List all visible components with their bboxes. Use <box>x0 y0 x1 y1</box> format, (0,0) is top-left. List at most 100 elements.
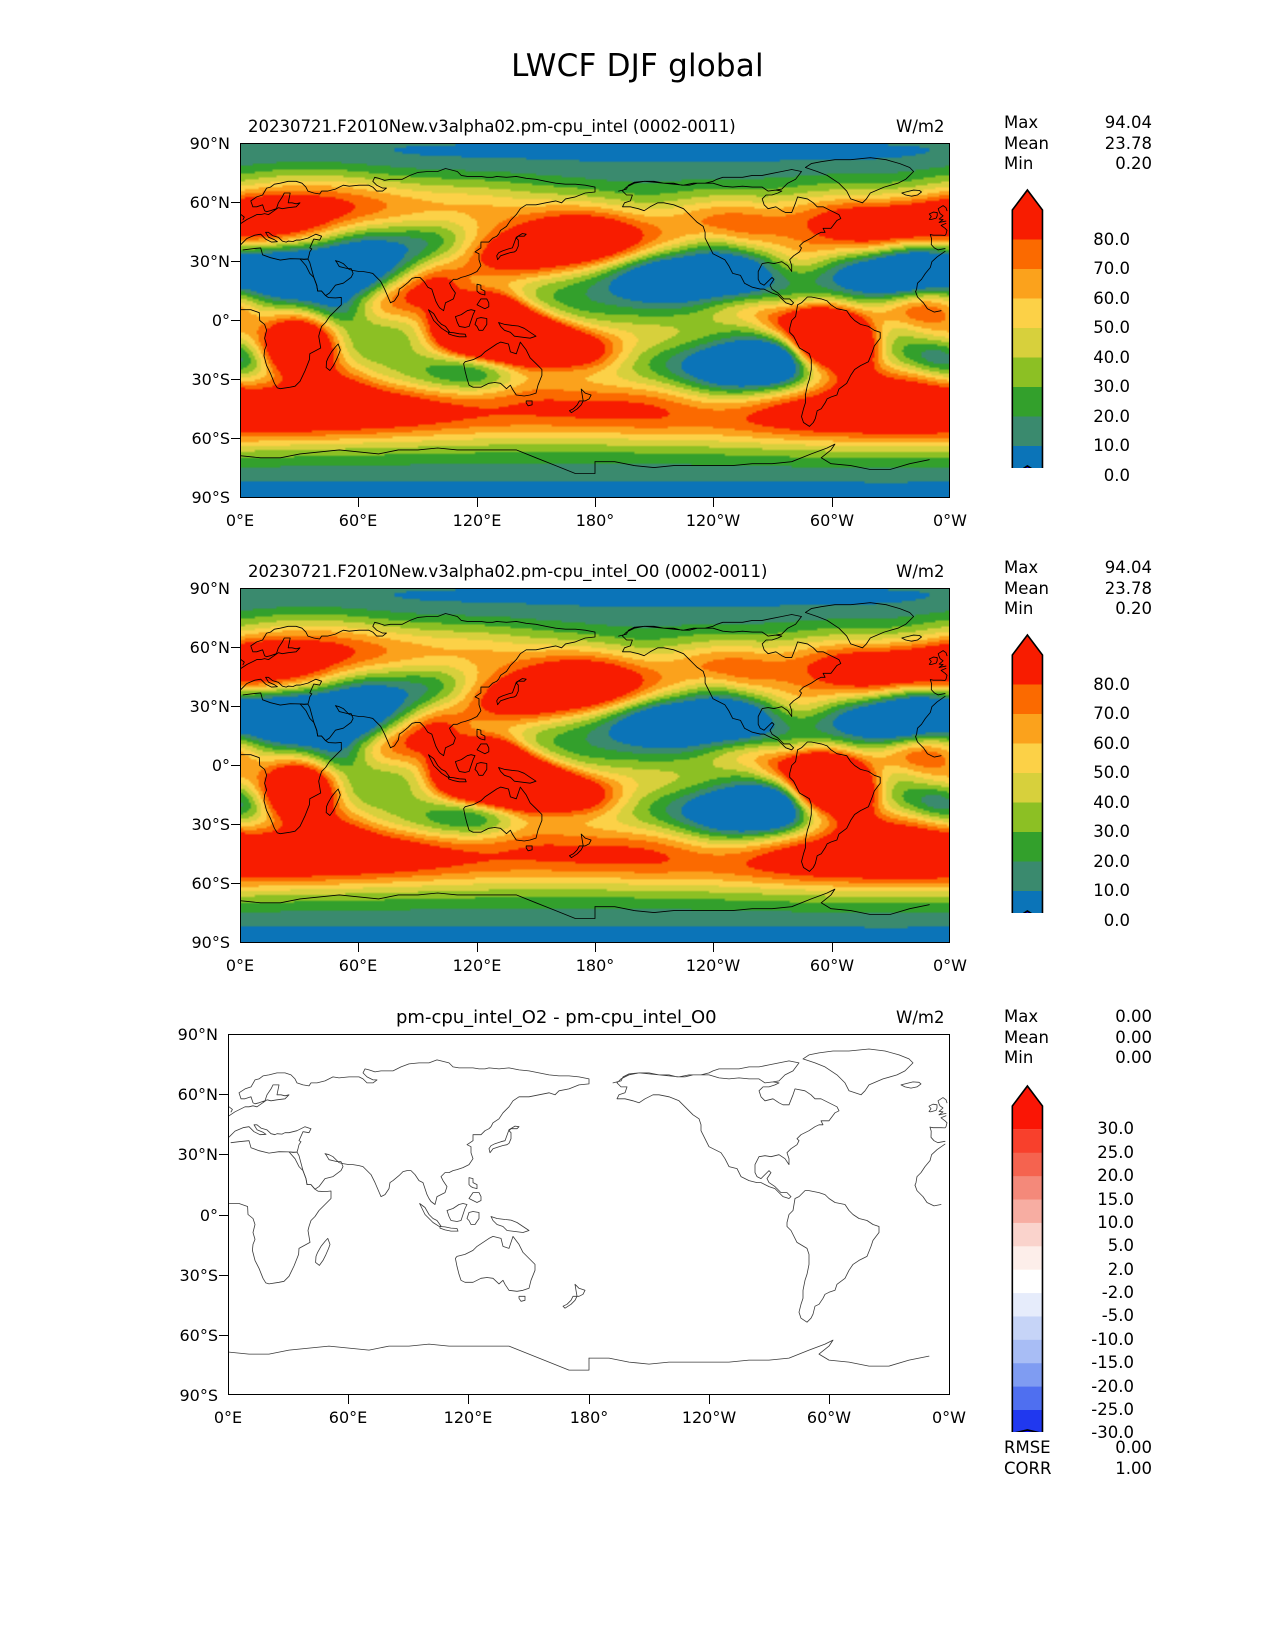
stat-label-mean: Mean <box>1004 1027 1049 1047</box>
ytick-90s: 90°S <box>191 488 230 507</box>
ytick-30s: 30°S <box>191 815 230 834</box>
colorbar-tick-label: 2.0 <box>1107 1259 1134 1279</box>
colorbar-diff-ticks: 30.0 25.0 20.0 15.0 10.0 5.0 2.0 -2.0 -5.0 -10.0 -… <box>1058 1084 1134 1442</box>
ytick-60n: 60°N <box>177 1085 218 1104</box>
xtick-120e: 120°E <box>452 511 502 530</box>
colorbar-tick-label: 50.0 <box>1093 763 1130 782</box>
panel-diff-footer-stats: RMSE 0.00 CORR 1.00 <box>1004 1438 1152 1479</box>
colorbar-tick-label: 30.0 <box>1093 822 1130 841</box>
xtick-60e: 60°E <box>328 1408 368 1427</box>
ytick-90n: 90°N <box>189 579 230 598</box>
xtick-120w: 120°W <box>685 511 741 530</box>
xtick-180: 180° <box>575 956 615 975</box>
stat-value-min: 0.00 <box>1115 1048 1152 1067</box>
colorbar-test-ticks: 80.0 70.0 60.0 50.0 40.0 30.0 20.0 10.0 0.0 <box>1060 188 1130 485</box>
colorbar-tick-label: 60.0 <box>1093 733 1130 753</box>
xtick-60w: 60°W <box>809 956 855 975</box>
ytick-30n: 30°N <box>177 1145 218 1164</box>
ytick-90s: 90°S <box>179 1386 218 1405</box>
colorbar-tick-label: 80.0 <box>1093 674 1130 694</box>
stat-label-max: Max <box>1004 558 1039 577</box>
map-plot-diff[interactable] <box>228 1034 950 1395</box>
xtick-60e: 60°E <box>338 511 378 530</box>
ytick-60n: 60°N <box>189 193 230 212</box>
stat-label-max: Max <box>1004 1007 1039 1026</box>
stat-value-corr: 1.00 <box>1115 1458 1152 1478</box>
colorbar-tick-label: 20.0 <box>1097 1166 1134 1186</box>
colorbar-diff[interactable] <box>1004 1084 1056 1432</box>
stat-label-rmse: RMSE <box>1004 1438 1051 1457</box>
xtick-60w: 60°W <box>806 1408 852 1427</box>
stat-value-min: 0.20 <box>1115 599 1152 618</box>
xtick-120e: 120°E <box>443 1408 493 1427</box>
ytick-60s: 60°S <box>191 429 230 448</box>
ytick-60s: 60°S <box>191 874 230 893</box>
stat-value-max: 0.00 <box>1115 1007 1152 1026</box>
xtick-0w: 0°W <box>933 511 967 530</box>
ytick-30s: 30°S <box>191 370 230 389</box>
panel-test-units: W/m2 <box>896 117 945 136</box>
stat-label-mean: Mean <box>1004 133 1049 153</box>
stat-value-rmse: 0.00 <box>1115 1438 1152 1457</box>
colorbar-tick-label: 50.0 <box>1093 318 1130 337</box>
colorbar-tick-label: -15.0 <box>1091 1353 1134 1373</box>
colorbar-tick-label: 70.0 <box>1093 704 1130 723</box>
colorbar-tick-label: -25.0 <box>1091 1400 1134 1419</box>
colorbar-tick-label: 80.0 <box>1093 229 1130 249</box>
xtick-180: 180° <box>569 1408 609 1427</box>
xtick-0e: 0°E <box>225 956 255 975</box>
stat-value-mean: 23.78 <box>1104 133 1152 153</box>
stat-label-min: Min <box>1004 1048 1034 1067</box>
colorbar-tick-label: -2.0 <box>1101 1283 1134 1303</box>
colorbar-tick-label: 15.0 <box>1097 1189 1134 1209</box>
colorbar-tick-label: 40.0 <box>1093 347 1130 367</box>
xtick-0e: 0°E <box>213 1408 243 1427</box>
colorbar-tick-label: 10.0 <box>1093 881 1130 900</box>
panel-ref-units: W/m2 <box>896 562 945 581</box>
ytick-0: 0° <box>211 311 230 330</box>
colorbar-tick-label: 10.0 <box>1097 1212 1134 1232</box>
ytick-30n: 30°N <box>189 252 230 271</box>
panel-diff-stats: Max 0.00 Mean 0.00 Min 0.00 <box>1004 1007 1152 1069</box>
panel-diff-units: W/m2 <box>896 1008 945 1027</box>
colorbar-tick-label: -10.0 <box>1091 1329 1134 1349</box>
xtick-0e: 0°E <box>225 511 255 530</box>
xtick-120e: 120°E <box>452 956 502 975</box>
stat-value-min: 0.20 <box>1115 154 1152 173</box>
map-plot-ref[interactable] <box>240 588 950 943</box>
colorbar-ref[interactable] <box>1004 633 1056 913</box>
colorbar-tick-label: 5.0 <box>1107 1236 1134 1256</box>
colorbar-tick-label: 60.0 <box>1093 288 1130 308</box>
xtick-0w: 0°W <box>933 956 967 975</box>
panel-test-title: 20230721.F2010New.v3alpha02.pm-cpu_intel… <box>248 117 736 136</box>
xtick-60w: 60°W <box>809 511 855 530</box>
xtick-120w: 120°W <box>685 956 741 975</box>
xtick-180: 180° <box>575 511 615 530</box>
colorbar-ref-ticks: 80.0 70.0 60.0 50.0 40.0 30.0 20.0 10.0 0.0 <box>1060 633 1130 930</box>
colorbar-tick-label: 30.0 <box>1093 377 1130 396</box>
stat-label-mean: Mean <box>1004 578 1049 598</box>
colorbar-tick-label: 25.0 <box>1097 1142 1134 1162</box>
map-plot-test[interactable] <box>240 143 950 498</box>
panel-test-stats: Max 94.04 Mean 23.78 Min 0.20 <box>1004 113 1152 175</box>
panel-diff-title: pm-cpu_intel_O2 - pm-cpu_intel_O0 <box>396 1007 717 1028</box>
colorbar-tick-label: 30.0 <box>1097 1119 1134 1139</box>
ytick-30s: 30°S <box>179 1266 218 1285</box>
panel-ref-stats: Max 94.04 Mean 23.78 Min 0.20 <box>1004 558 1152 620</box>
colorbar-test[interactable] <box>1004 188 1056 468</box>
stat-value-mean: 23.78 <box>1104 578 1152 598</box>
colorbar-tick-label: -20.0 <box>1091 1376 1134 1396</box>
colorbar-tick-label: 0.0 <box>1103 910 1130 930</box>
ytick-0: 0° <box>211 756 230 775</box>
colorbar-tick-label: 10.0 <box>1093 436 1130 455</box>
colorbar-tick-label: 70.0 <box>1093 259 1130 278</box>
colorbar-tick-label: -5.0 <box>1101 1306 1134 1326</box>
colorbar-tick-label: 20.0 <box>1093 851 1130 871</box>
colorbar-tick-label: -30.0 <box>1091 1423 1134 1443</box>
xtick-120w: 120°W <box>681 1408 737 1427</box>
colorbar-tick-label: 0.0 <box>1103 465 1130 485</box>
stat-value-max: 94.04 <box>1104 113 1152 132</box>
colorbar-tick-label: 40.0 <box>1093 792 1130 812</box>
stat-label-min: Min <box>1004 154 1034 173</box>
